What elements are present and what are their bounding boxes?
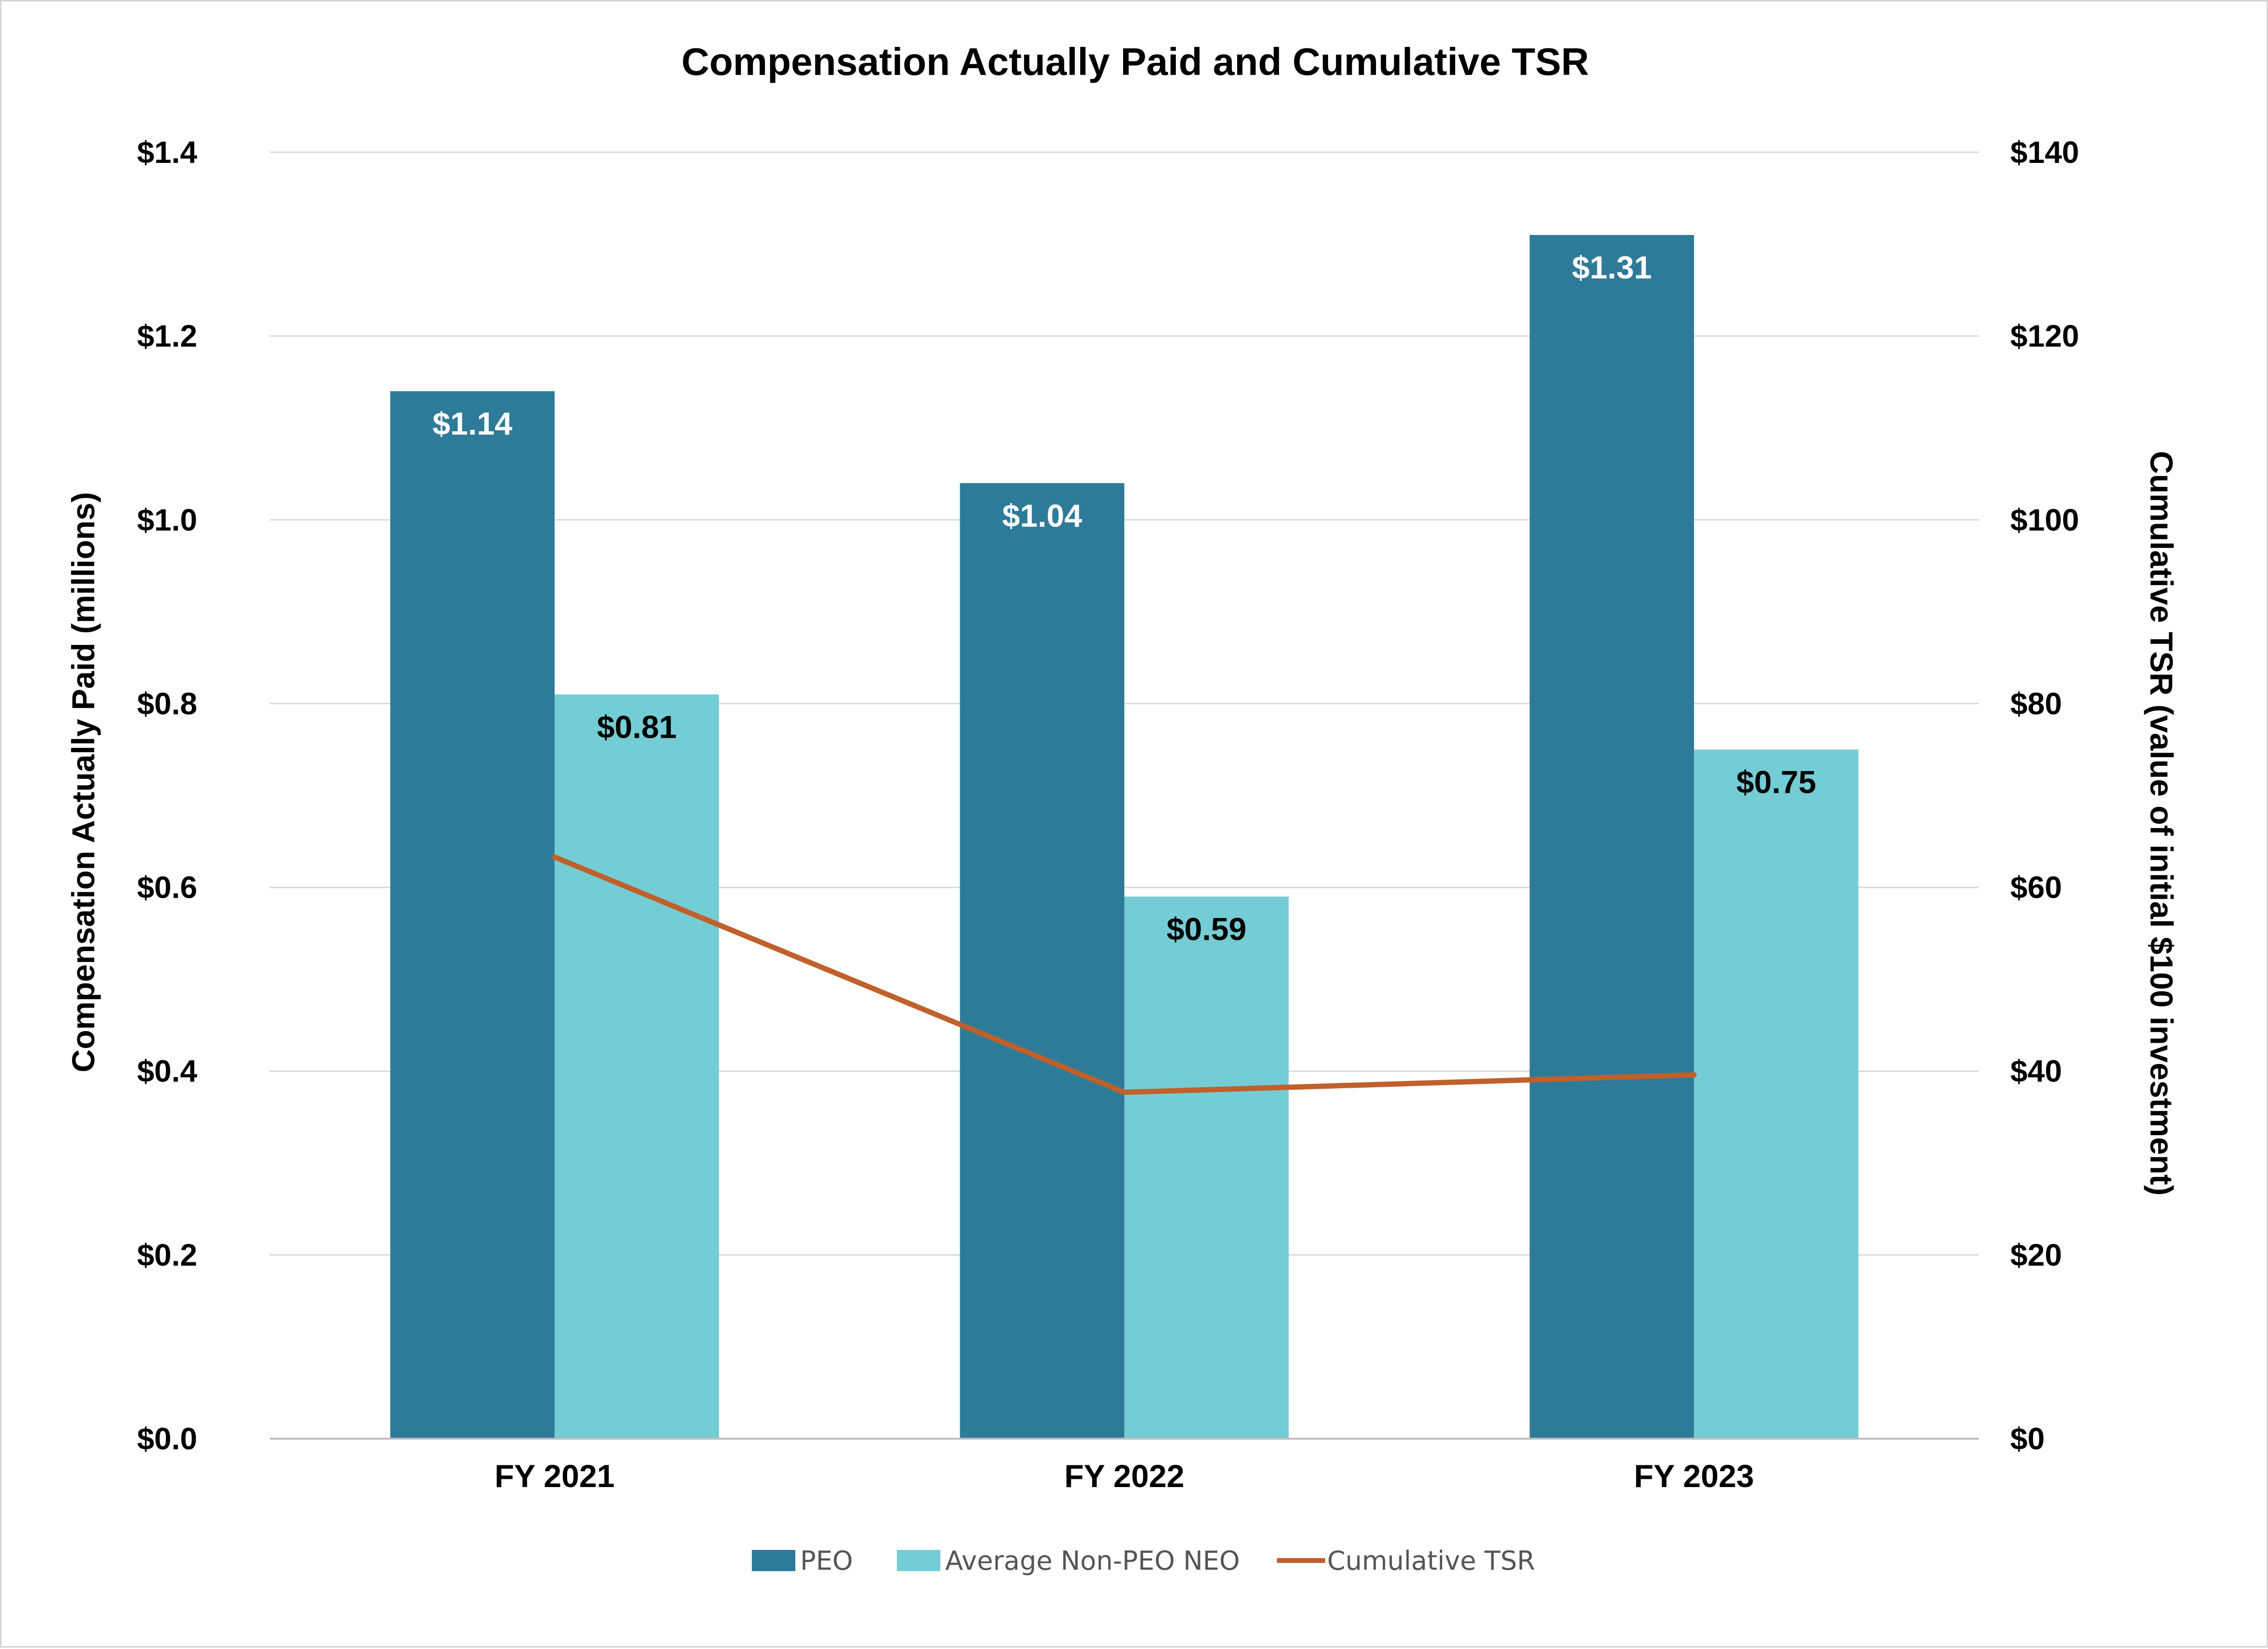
right-axis-ticks: $0 $20 $40 $60 $80 $100 $120 $140 [2010, 135, 2079, 1456]
bar-peo [390, 391, 555, 1439]
data-label: $0.81 [597, 709, 677, 744]
y-tick-label: $0.6 [137, 870, 197, 905]
tsr-line-layer [552, 854, 1697, 1095]
bar-peo [960, 483, 1125, 1439]
legend-label: PEO [800, 1546, 853, 1576]
y2-tick-label: $20 [2010, 1238, 2062, 1272]
data-labels: $1.14 $1.04 $1.31 $0.81 $0.59 $0.75 [433, 249, 1816, 947]
category-label: FY 2022 [1064, 1458, 1184, 1494]
legend-swatch [897, 1550, 940, 1571]
chart-title: Compensation Actually Paid and Cumulativ… [681, 40, 1589, 83]
y-tick-label: $1.2 [137, 319, 197, 353]
data-label: $0.59 [1167, 911, 1246, 947]
legend-label: Cumulative TSR [1327, 1546, 1535, 1576]
data-label: $1.04 [1002, 497, 1082, 533]
left-axis-ticks: $0.0 $0.2 $0.4 $0.6 $0.8 $1.0 $1.2 $1.4 [137, 135, 197, 1456]
y-tick-label: $0.8 [137, 686, 197, 721]
bar-average-non-peo-neo [1694, 749, 1858, 1439]
y-tick-label: $0.4 [137, 1054, 197, 1089]
bars [390, 235, 1858, 1439]
category-label: FY 2021 [495, 1458, 615, 1494]
bar-average-non-peo-neo [1124, 896, 1289, 1439]
data-label: $0.75 [1736, 764, 1816, 800]
y2-tick-label: $140 [2010, 135, 2079, 170]
category-axis: FY 2021 FY 2022 FY 2023 [270, 1438, 1979, 1494]
legend: PEO Average Non-PEO NEO Cumulative TSR [752, 1546, 1535, 1576]
legend-label: Average Non-PEO NEO [945, 1546, 1240, 1576]
category-label: FY 2023 [1634, 1458, 1754, 1494]
y-tick-label: $0.0 [137, 1421, 197, 1456]
y2-tick-label: $0 [2010, 1421, 2045, 1456]
y-tick-label: $0.2 [137, 1238, 197, 1272]
bar-average-non-peo-neo [555, 694, 719, 1439]
y2-tick-label: $120 [2010, 319, 2079, 353]
legend-swatch [752, 1550, 795, 1571]
y2-tick-label: $80 [2010, 686, 2062, 721]
y2-axis-title: Cumulative TSR (value of initial $100 in… [2144, 451, 2180, 1196]
y2-tick-label: $100 [2010, 502, 2079, 537]
y-tick-label: $1.4 [137, 135, 197, 170]
bar-peo [1529, 235, 1694, 1439]
y-axis-title: Compensation Actually Paid (millions) [65, 492, 101, 1072]
y2-tick-label: $40 [2010, 1054, 2062, 1089]
y-tick-label: $1.0 [137, 502, 197, 537]
tsr-line [552, 854, 1697, 1095]
y2-tick-label: $60 [2010, 870, 2062, 905]
data-label: $1.31 [1572, 249, 1652, 285]
data-label: $1.14 [433, 406, 512, 441]
